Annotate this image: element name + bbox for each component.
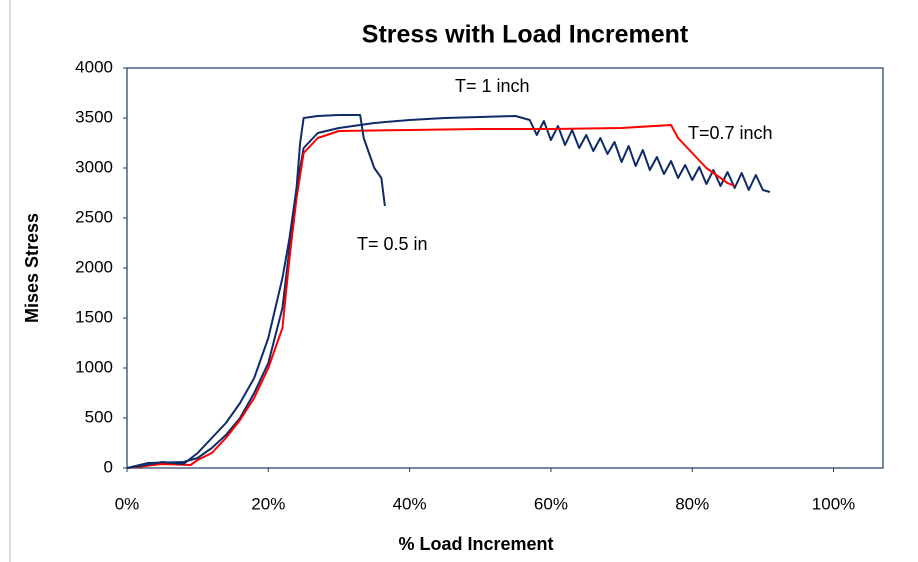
y-tick-label: 2500 [75,207,113,226]
y-tick-label: 0 [104,457,113,476]
y-tick-label: 2000 [75,257,113,276]
x-tick-label: 100% [812,494,855,513]
x-tick-label: 80% [675,494,709,513]
y-tick-label: 1000 [75,357,113,376]
y-tick-label: 1500 [75,307,113,326]
series-line [126,114,386,469]
series-label: T=0.7 inch [688,123,773,143]
x-axis-label: % Load Increment [398,534,553,554]
series-line [126,115,771,469]
y-tick-label: 4000 [75,57,113,76]
y-tick-label: 3000 [75,157,113,176]
y-tick-label: 500 [85,407,113,426]
series-label: T= 0.5 in [357,234,428,254]
x-tick-label: 40% [393,494,427,513]
y-axis-label: Mises Stress [22,213,42,323]
series-label: T= 1 inch [455,76,530,96]
chart-title: Stress with Load Increment [362,21,689,49]
x-tick-label: 60% [534,494,568,513]
series-line [126,124,736,469]
y-tick-label: 3500 [75,107,113,126]
x-tick-label: 20% [251,494,285,513]
x-tick-label: 0% [115,494,140,513]
